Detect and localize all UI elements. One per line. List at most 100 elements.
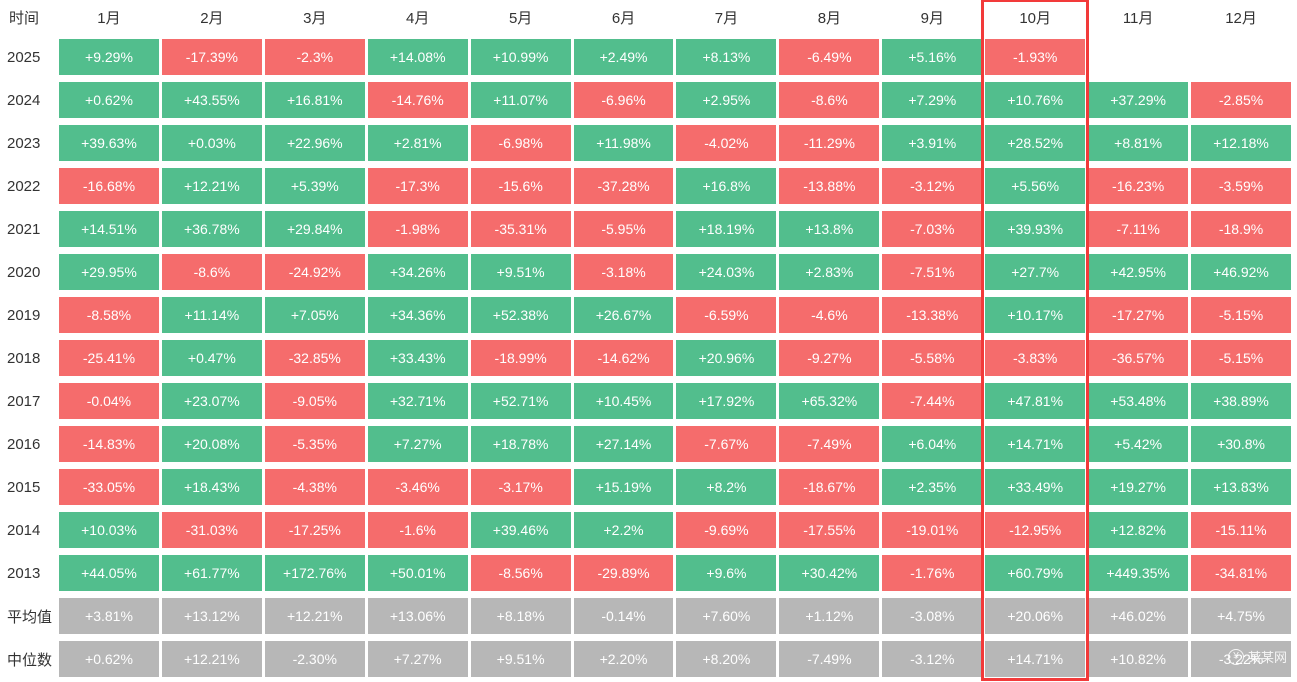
month-header-9[interactable]: 9月 [920,9,944,27]
return-cell: -19.01% [882,512,983,548]
return-cell: -32.85% [264,340,365,376]
month-header-2[interactable]: 2月 [200,9,224,27]
return-cell: -24.92% [264,254,365,290]
return-cell: +46.92% [1191,254,1291,290]
return-cell: -1.76% [882,555,983,591]
row-label-2022: 2022 [7,177,41,195]
return-cell: +7.27% [367,641,468,677]
return-cell: +30.42% [779,555,880,591]
return-cell: +24.03% [676,254,777,290]
month-header-12[interactable]: 12月 [1225,9,1257,27]
return-cell: +36.78% [161,211,262,247]
month-header-4[interactable]: 4月 [406,9,430,27]
month-header-8[interactable]: 8月 [817,9,842,27]
return-cell: -16.68% [59,168,159,204]
return-cell: +34.26% [367,254,468,290]
return-cell: +7.29% [882,82,983,118]
return-cell: +4.75% [1191,598,1291,634]
return-cell: +5.42% [1088,426,1189,462]
return-cell: +10.76% [985,82,1086,118]
return-cell: +14.51% [59,211,159,247]
return-cell: +2.95% [676,82,777,118]
return-cell: +9.51% [470,254,571,290]
return-cell: -36.57% [1088,340,1189,376]
return-cell: -11.29% [779,125,880,161]
return-cell: -4.38% [264,469,365,505]
return-cell: -16.23% [1088,168,1189,204]
return-cell: -34.81% [1191,555,1291,591]
month-header-7[interactable]: 7月 [714,9,739,27]
month-header-11[interactable]: 11月 [1122,9,1154,27]
return-cell: +6.04% [882,426,983,462]
return-cell: +33.49% [985,469,1086,505]
return-cell: -8.6% [779,82,880,118]
return-cell: +14.08% [367,39,468,75]
return-cell: +5.56% [985,168,1086,204]
return-cell: -3.12% [882,168,983,204]
return-cell: +30.8% [1191,426,1291,462]
return-cell: +61.77% [161,555,262,591]
return-cell: +22.96% [264,125,365,161]
return-cell: +18.43% [161,469,262,505]
row-label-2015: 2015 [7,478,41,496]
return-cell: +0.62% [59,641,159,677]
return-cell: +42.95% [1088,254,1189,290]
return-cell: +20.96% [676,340,777,376]
return-cell: +33.43% [367,340,468,376]
return-cell: -17.25% [264,512,365,548]
return-cell: +3.91% [882,125,983,161]
return-cell: -18.67% [779,469,880,505]
return-cell: -3.59% [1191,168,1291,204]
return-cell: +60.79% [985,555,1086,591]
row-label-平均值: 平均值 [7,608,53,626]
return-cell: +9.51% [470,641,571,677]
return-cell: -5.58% [882,340,983,376]
return-cell: +11.98% [573,125,674,161]
return-cell: -7.51% [882,254,983,290]
return-cell: +14.71% [985,426,1086,462]
row-label-2019: 2019 [7,306,41,324]
return-cell: +10.03% [59,512,159,548]
return-cell: +20.08% [161,426,262,462]
return-cell: +47.81% [985,383,1086,419]
return-cell: -14.62% [573,340,674,376]
return-cell: +12.21% [161,168,262,204]
return-cell: +1.12% [779,598,880,634]
return-cell: +20.06% [985,598,1086,634]
return-cell: -2.85% [1191,82,1291,118]
month-header-6[interactable]: 6月 [611,9,636,27]
return-cell: -18.99% [470,340,571,376]
return-cell: +16.81% [264,82,365,118]
return-cell: -4.6% [779,297,880,333]
month-header-10[interactable]: 10月 [1019,9,1052,27]
return-cell [1088,39,1188,75]
return-cell: +12.82% [1088,512,1189,548]
return-cell: +11.07% [470,82,571,118]
return-cell: +12.21% [264,598,365,634]
return-cell: +5.16% [882,39,983,75]
month-header-3[interactable]: 3月 [303,9,327,27]
return-cell: +43.55% [161,82,262,118]
return-cell: -4.02% [676,125,777,161]
return-cell: +18.78% [470,426,571,462]
return-cell: -9.05% [264,383,365,419]
return-cell: +53.48% [1088,383,1189,419]
return-cell: +9.29% [59,39,159,75]
return-cell: +8.2% [676,469,777,505]
return-cell: -8.6% [161,254,262,290]
return-cell: -3.12% [882,641,983,677]
return-cell: -1.98% [367,211,468,247]
return-cell: -9.27% [779,340,880,376]
return-cell: +38.89% [1191,383,1291,419]
return-cell: +0.62% [59,82,159,118]
row-label-2025: 2025 [7,48,41,66]
return-cell: +12.18% [1191,125,1291,161]
return-cell: -31.03% [161,512,262,548]
return-cell: +13.8% [779,211,880,247]
return-cell: +8.13% [676,39,777,75]
return-cell: -29.89% [573,555,674,591]
month-header-5[interactable]: 5月 [508,9,533,27]
month-header-1[interactable]: 1月 [97,9,121,27]
return-cell: +18.19% [676,211,777,247]
row-label-2021: 2021 [7,220,41,238]
